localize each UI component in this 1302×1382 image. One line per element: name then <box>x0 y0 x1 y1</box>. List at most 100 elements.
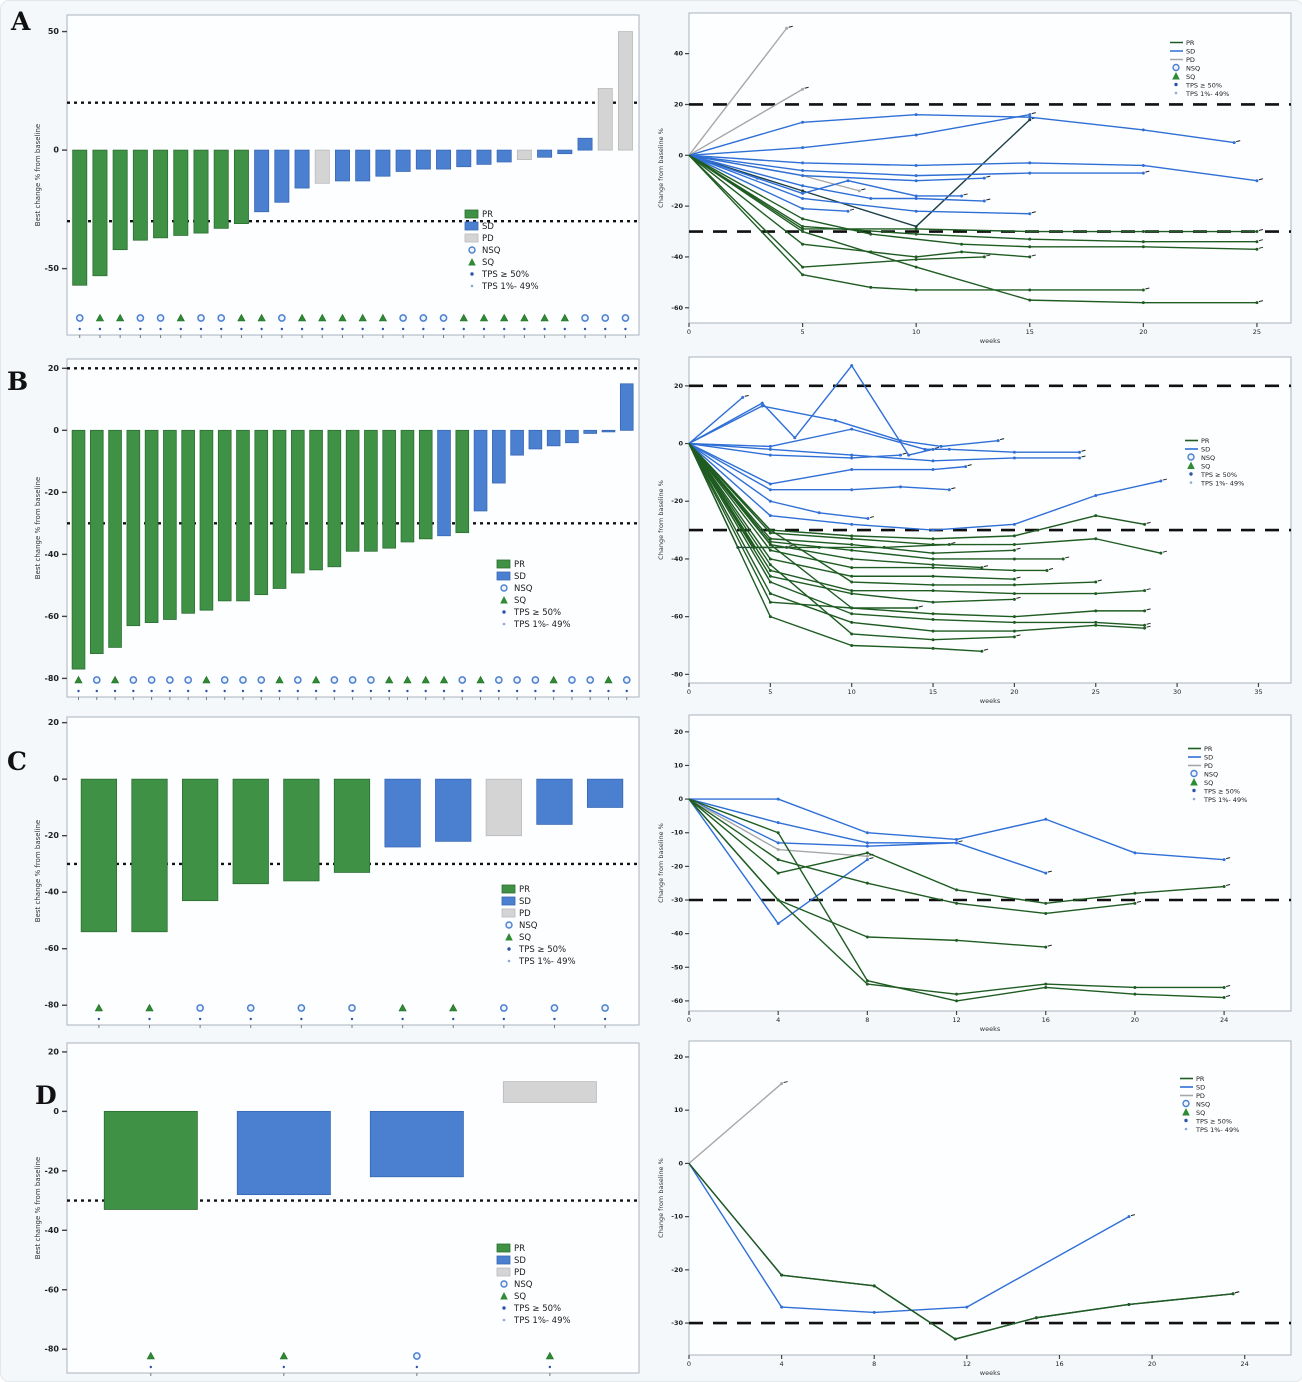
svg-text:weeks: weeks <box>980 697 1001 705</box>
svg-text:SD: SD <box>514 572 526 582</box>
svg-text:TPS 1%- 49%: TPS 1%- 49% <box>518 957 576 967</box>
svg-text:25: 25 <box>1253 328 1261 336</box>
svg-text:PD: PD <box>482 234 494 244</box>
svg-text:12: 12 <box>952 1016 960 1024</box>
svg-text:SQ: SQ <box>519 933 531 943</box>
svg-text:TPS ≥ 50%: TPS ≥ 50% <box>1200 471 1237 479</box>
svg-text:PR: PR <box>519 885 530 895</box>
svg-text:0: 0 <box>687 1360 691 1368</box>
svg-text:10: 10 <box>912 328 920 336</box>
svg-text:TPS 1%- 49%: TPS 1%- 49% <box>1200 480 1244 488</box>
svg-text:-80: -80 <box>45 674 60 683</box>
svg-text:0: 0 <box>678 1159 683 1167</box>
svg-text:35: 35 <box>1254 688 1262 696</box>
svg-text:TPS ≥ 50%: TPS ≥ 50% <box>1195 1118 1232 1126</box>
svg-text:TPS ≥ 50%: TPS ≥ 50% <box>481 270 529 280</box>
svg-text:Best change % from baseline: Best change % from baseline <box>34 477 42 579</box>
svg-text:10: 10 <box>674 761 684 769</box>
svg-text:TPS ≥ 50%: TPS ≥ 50% <box>518 945 566 955</box>
svg-text:-10: -10 <box>671 1213 683 1221</box>
svg-text:SD: SD <box>514 1256 526 1266</box>
svg-text:0: 0 <box>53 146 59 155</box>
svg-text:PD: PD <box>1204 762 1213 770</box>
svg-text:-60: -60 <box>671 613 683 621</box>
svg-text:PR: PR <box>1186 39 1195 47</box>
svg-text:SQ: SQ <box>1204 779 1213 787</box>
svg-text:-40: -40 <box>671 555 683 563</box>
svg-text:50: 50 <box>48 27 60 36</box>
svg-text:-20: -20 <box>671 202 683 210</box>
svg-text:-80: -80 <box>45 1001 60 1010</box>
svg-text:SD: SD <box>1201 446 1210 454</box>
svg-text:-20: -20 <box>671 1266 683 1274</box>
svg-text:0: 0 <box>687 1016 691 1024</box>
svg-text:TPS 1%- 49%: TPS 1%- 49% <box>1195 1126 1239 1134</box>
svg-text:PR: PR <box>514 1244 525 1254</box>
panel-b-waterfall-chart: 20 0 -20 -40 -60 -80 Best change % from baseli… <box>29 351 647 703</box>
svg-text:Best change % from baseline: Best change % from baseline <box>34 820 42 922</box>
svg-text:PD: PD <box>514 1268 526 1278</box>
svg-text:TPS 1%- 49%: TPS 1%- 49% <box>481 282 539 292</box>
svg-text:PD: PD <box>519 909 531 919</box>
svg-text:0: 0 <box>678 795 683 803</box>
svg-text:20: 20 <box>1139 328 1147 336</box>
svg-text:SD: SD <box>1204 754 1213 762</box>
svg-text:40: 40 <box>674 50 684 58</box>
panel-a-spider-chart: 40 20 0 -20 -40 -60 0 5 10 15 20 25 Change from base… <box>653 7 1301 347</box>
svg-text:8: 8 <box>865 1016 869 1024</box>
svg-text:PD: PD <box>1196 1092 1205 1100</box>
svg-text:Change from baseline %: Change from baseline % <box>657 823 665 903</box>
svg-text:24: 24 <box>1220 1016 1228 1024</box>
svg-text:Change from baseline %: Change from baseline % <box>657 128 665 208</box>
svg-text:10: 10 <box>674 1106 684 1114</box>
svg-text:20: 20 <box>48 364 60 373</box>
svg-text:20: 20 <box>1010 688 1018 696</box>
svg-text:SD: SD <box>482 222 494 232</box>
svg-text:NSQ: NSQ <box>1201 454 1215 462</box>
svg-text:-40: -40 <box>671 930 683 938</box>
svg-text:-10: -10 <box>671 829 683 837</box>
svg-text:weeks: weeks <box>980 337 1001 345</box>
svg-text:-30: -30 <box>671 896 683 904</box>
svg-text:4: 4 <box>780 1360 784 1368</box>
svg-text:SQ: SQ <box>1201 463 1210 471</box>
svg-text:16: 16 <box>1042 1016 1050 1024</box>
svg-text:-20: -20 <box>45 831 60 840</box>
svg-text:TPS 1%- 49%: TPS 1%- 49% <box>513 1316 571 1326</box>
panel-label-a: A <box>11 7 31 36</box>
svg-text:SD: SD <box>1186 48 1195 56</box>
svg-text:TPS ≥ 50%: TPS ≥ 50% <box>513 608 561 618</box>
svg-text:0: 0 <box>678 440 683 448</box>
svg-text:SD: SD <box>519 897 531 907</box>
svg-text:-60: -60 <box>45 944 60 953</box>
svg-text:NSQ: NSQ <box>514 1280 533 1290</box>
svg-text:20: 20 <box>1131 1016 1139 1024</box>
svg-text:0: 0 <box>53 426 59 435</box>
svg-text:-40: -40 <box>45 1226 60 1235</box>
svg-text:PR: PR <box>514 560 525 570</box>
svg-text:PR: PR <box>1204 745 1213 753</box>
svg-text:TPS 1%- 49%: TPS 1%- 49% <box>513 620 571 630</box>
svg-text:5: 5 <box>768 688 772 696</box>
svg-text:20: 20 <box>1148 1360 1156 1368</box>
svg-text:NSQ: NSQ <box>482 246 501 256</box>
svg-text:20: 20 <box>674 728 684 736</box>
svg-text:0: 0 <box>53 1107 59 1116</box>
svg-text:NSQ: NSQ <box>1186 65 1200 73</box>
svg-text:-60: -60 <box>671 304 683 312</box>
svg-text:NSQ: NSQ <box>1196 1101 1210 1109</box>
svg-text:PR: PR <box>1201 437 1210 445</box>
svg-text:TPS ≥ 50%: TPS ≥ 50% <box>1203 788 1240 796</box>
svg-text:5: 5 <box>801 328 805 336</box>
panel-d-waterfall-chart: 20 0 -20 -40 -60 -80 Best change % from baseli… <box>29 1035 647 1379</box>
svg-text:TPS ≥ 50%: TPS ≥ 50% <box>513 1304 561 1314</box>
svg-text:25: 25 <box>1092 688 1100 696</box>
svg-text:NSQ: NSQ <box>519 921 538 931</box>
svg-text:-40: -40 <box>671 253 683 261</box>
svg-text:-20: -20 <box>45 1166 60 1175</box>
svg-text:NSQ: NSQ <box>1204 771 1218 779</box>
svg-text:-20: -20 <box>671 862 683 870</box>
svg-text:0: 0 <box>678 151 683 159</box>
svg-text:-80: -80 <box>45 1345 60 1354</box>
svg-text:TPS 1%- 49%: TPS 1%- 49% <box>1185 90 1229 98</box>
